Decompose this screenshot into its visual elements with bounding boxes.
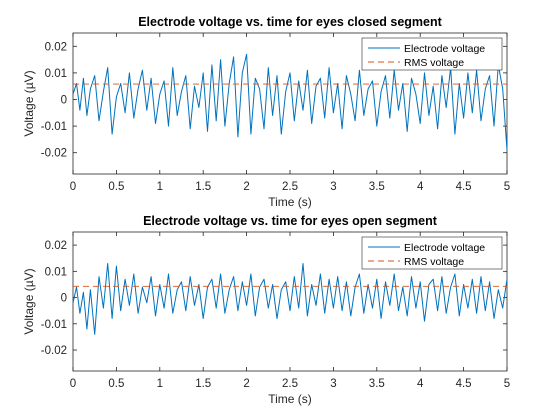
- y-tick-label: 0: [61, 95, 67, 107]
- y-axis-label: Voltage (µV): [22, 268, 36, 334]
- x-tick-label: 1: [157, 378, 163, 390]
- y-tick-label: 0.01: [45, 68, 67, 80]
- series-line-electrode-voltage: [72, 53, 508, 151]
- x-tick-label: 5: [504, 181, 510, 193]
- x-tick-label: 0: [70, 181, 76, 193]
- x-axis-label: Time (s): [268, 392, 312, 406]
- x-tick-label: 2.5: [282, 378, 298, 390]
- y-axis-label: Voltage (µV): [22, 70, 36, 136]
- x-tick-label: 4.5: [456, 378, 472, 390]
- y-tick-label: -0.01: [41, 121, 67, 133]
- x-axis-label: Time (s): [268, 195, 312, 209]
- legend: Electrode voltage RMS voltage: [361, 236, 503, 270]
- series-line-electrode-voltage: [72, 263, 508, 335]
- chart-title: Electrode voltage vs. time for eyes open…: [143, 214, 438, 228]
- y-tick-label: -0.02: [41, 345, 67, 357]
- x-tick-label: 3.5: [369, 378, 385, 390]
- y-tick-label: -0.02: [41, 148, 67, 160]
- y-tick-label: 0.02: [45, 240, 67, 252]
- x-tick-label: 3: [330, 378, 336, 390]
- x-tick-label: 4: [417, 378, 424, 390]
- x-tick-label: 2.5: [282, 181, 298, 193]
- legend: Electrode voltage RMS voltage: [361, 37, 503, 71]
- x-tick-label: 1.5: [195, 181, 211, 193]
- x-tick-label: 5: [504, 378, 510, 390]
- chart-panel-2: 0 0.5 1 1.5 2 2.5 3 3.5 4 4.5 5 -0.02 -0.01 0 0.01 0.02…: [22, 214, 510, 406]
- legend-label: RMS voltage: [404, 57, 464, 69]
- legend-label: RMS voltage: [404, 256, 464, 268]
- x-tick-label: 0.5: [108, 378, 124, 390]
- x-tick-label: 0: [70, 378, 76, 390]
- x-tick-label: 2: [243, 378, 249, 390]
- x-tick-label: 4: [417, 181, 424, 193]
- legend-box: [361, 236, 503, 270]
- chart-title: Electrode voltage vs. time for eyes clos…: [138, 15, 442, 29]
- x-tick-label: 3: [330, 181, 336, 193]
- legend-label: Electrode voltage: [404, 43, 485, 55]
- x-tick-label: 4.5: [456, 181, 472, 193]
- x-tick-label: 1.5: [195, 378, 211, 390]
- x-tick-label: 3.5: [369, 181, 385, 193]
- x-tick-label: 0.5: [108, 181, 124, 193]
- legend-label: Electrode voltage: [404, 242, 485, 254]
- y-tick-label: 0.01: [45, 266, 67, 278]
- legend-box: [361, 37, 503, 71]
- chart-panel-1: 0 0.5 1 1.5 2 2.5 3 3.5 4 4.5 5 -0.02 -0.01 0 0.01 0.02…: [22, 15, 510, 209]
- x-tick-label: 2: [243, 181, 249, 193]
- y-tick-label: -0.01: [41, 319, 67, 331]
- y-tick-label: 0: [61, 293, 67, 305]
- x-tick-label: 1: [157, 181, 163, 193]
- y-tick-label: 0.02: [45, 41, 67, 53]
